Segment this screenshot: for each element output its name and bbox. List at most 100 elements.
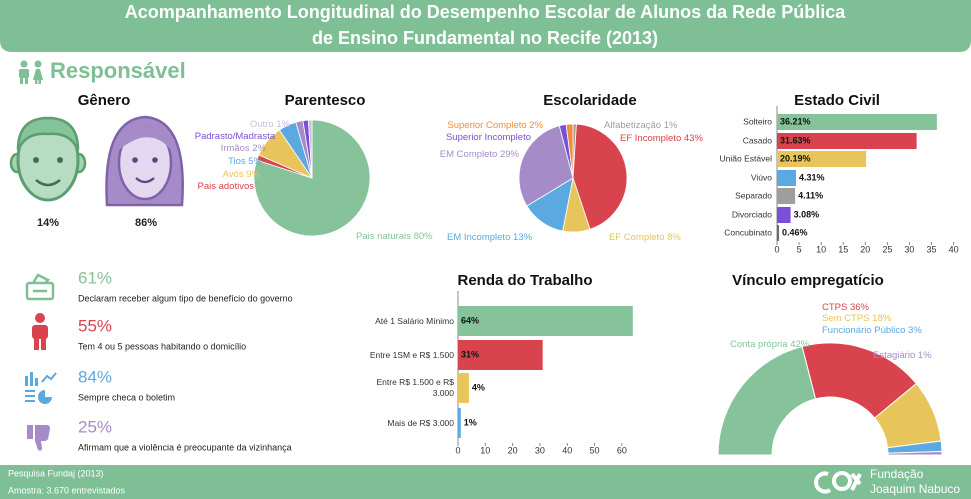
value-label: 4% xyxy=(472,382,485,392)
slice-label: Irmãos 2% xyxy=(221,143,267,154)
value-label: 64% xyxy=(461,315,479,325)
x-tick-label: 15 xyxy=(838,244,848,254)
pie-slice xyxy=(307,119,313,179)
section-title: Responsável xyxy=(50,58,186,83)
logo-mark xyxy=(814,471,862,494)
slice-label: EM Incompleto 13% xyxy=(447,232,533,243)
label-part: Conta própria xyxy=(730,339,788,350)
category-label: Casado xyxy=(743,135,773,145)
value-label: 36.21% xyxy=(780,116,811,126)
label-part: 29% xyxy=(500,149,520,160)
value-label: 20.19% xyxy=(780,153,811,163)
value-label: 4.31% xyxy=(799,172,825,182)
label-part: EF Completo xyxy=(609,232,664,243)
benefit-icon xyxy=(25,273,55,301)
category-label: Até 1 Salário Mínimo xyxy=(375,315,454,326)
x-tick-label: 20 xyxy=(860,244,870,254)
category-label: Concubinato xyxy=(724,227,772,237)
slice-label: Pais naturais 80% xyxy=(356,231,433,242)
label-part: Alfabetização xyxy=(604,120,661,131)
x-tick-label: 30 xyxy=(535,445,545,455)
label-part: 8% xyxy=(667,232,681,243)
chart-title: Parentesco xyxy=(285,92,366,109)
slice-label: Superior Completo 2% xyxy=(447,120,543,131)
value-label: 0.46% xyxy=(782,227,808,237)
label-part: 80% xyxy=(414,231,434,242)
label-part: 36% xyxy=(850,302,870,313)
footer-bar xyxy=(0,465,971,499)
x-tick-label: 0 xyxy=(455,445,460,455)
bar xyxy=(458,340,543,370)
pie-slice xyxy=(572,123,628,230)
slice-label: Padrasto/Madrasta xyxy=(195,131,276,142)
donut-slice xyxy=(717,345,817,456)
bar xyxy=(458,408,461,438)
bar xyxy=(458,306,633,336)
label-part: Avós xyxy=(223,169,244,180)
label-part: 2% xyxy=(529,120,543,131)
slice-label: Tios 5% xyxy=(228,156,263,167)
category-label: Entre R$ 1.500 e R$ 3.000 xyxy=(376,377,455,398)
slice-label: Conta própria 42% xyxy=(730,339,810,350)
indicator-text: Afirmam que a violência é preocupante da… xyxy=(78,442,292,452)
value-label: 31% xyxy=(461,349,479,359)
chart-title: Estado Civil xyxy=(794,92,880,109)
label-part: 3% xyxy=(908,325,922,336)
label-part: 2% xyxy=(252,143,266,154)
label-part: Superior Completo xyxy=(447,120,526,131)
category-label: Mais de R$ 3.000 xyxy=(387,417,454,428)
bar xyxy=(777,170,797,186)
label-part: Funcionário Público xyxy=(822,325,905,336)
header-title: de Ensino Fundamental no Recife (2013) xyxy=(312,28,658,48)
value-label: 4.11% xyxy=(798,190,823,200)
indicator-value: 55% xyxy=(78,316,112,335)
x-tick-label: 25 xyxy=(882,244,892,254)
label-part: 9% xyxy=(246,169,260,180)
pie-slice xyxy=(565,123,574,179)
category-label: Solteiro xyxy=(743,116,772,126)
label-part: CTPS xyxy=(822,302,847,313)
indicator-value: 84% xyxy=(78,367,112,386)
label-part: Irmãos xyxy=(221,143,250,154)
female-face xyxy=(105,115,184,207)
chart-title: Gênero xyxy=(78,92,131,109)
label-part: EM Completo xyxy=(440,149,498,160)
label-part: 42% xyxy=(790,339,810,350)
report-icon xyxy=(25,372,57,404)
label-part: EM Incompleto xyxy=(447,232,510,243)
slice-label: Pais adotivos xyxy=(197,181,254,192)
bar xyxy=(458,373,469,403)
chart-title: Renda do Trabalho xyxy=(457,272,592,289)
label-part: Estagiário xyxy=(873,350,915,361)
category-label: União Estável xyxy=(720,153,773,163)
label-part: 5% xyxy=(248,156,262,167)
label-part: 1% xyxy=(664,120,678,131)
slice-label: EF Completo 8% xyxy=(609,232,681,243)
indicator-text: Tem 4 ou 5 pessoas habitando o domicílio xyxy=(78,341,246,351)
value-label: 3.08% xyxy=(794,209,820,219)
bar xyxy=(777,225,780,241)
category-label: Divorciado xyxy=(732,209,772,219)
footer-sample: Amostra: 3.670 entrevistados xyxy=(8,485,126,495)
x-tick-label: 5 xyxy=(797,244,802,254)
label-part: Sem CTPS xyxy=(822,313,870,324)
donut-slice xyxy=(887,450,943,456)
x-tick-label: 20 xyxy=(508,445,518,455)
pie-slice xyxy=(253,119,371,237)
value-label: 1% xyxy=(464,417,477,427)
slice-label: Estagiário 1% xyxy=(873,350,932,361)
slice-label: EF Incompleto 43% xyxy=(620,133,703,144)
x-tick-label: 50 xyxy=(590,445,600,455)
slice-label: Avós 9% xyxy=(223,169,261,180)
indicator-value: 25% xyxy=(78,417,112,436)
label-part: Padrasto/Madrasta xyxy=(195,131,276,142)
label-part: Outro xyxy=(250,119,274,130)
label-part: Pais adotivos xyxy=(197,181,254,192)
category-label: Viúvo xyxy=(751,172,772,182)
bar xyxy=(777,133,917,149)
x-tick-label: 30 xyxy=(904,244,914,254)
header-title: Acompanhamento Longitudinal do Desempenh… xyxy=(125,2,846,22)
category-label: Separado xyxy=(735,190,772,200)
